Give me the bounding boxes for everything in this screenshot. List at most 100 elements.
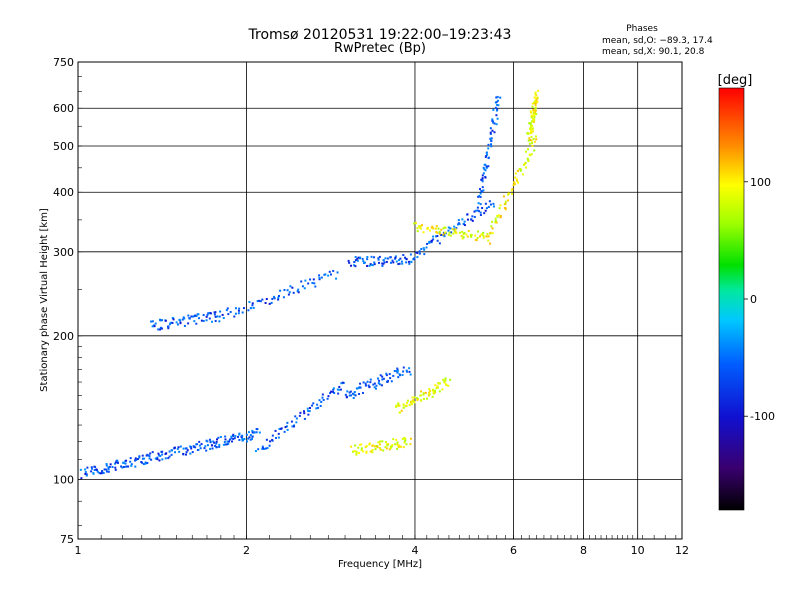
data-point xyxy=(228,440,231,443)
data-point xyxy=(348,261,351,264)
data-point xyxy=(448,231,451,234)
data-point xyxy=(125,459,128,462)
data-point xyxy=(368,264,371,267)
data-point xyxy=(85,473,88,476)
data-point xyxy=(174,451,177,454)
data-point xyxy=(533,140,536,143)
data-point xyxy=(479,235,482,238)
data-point xyxy=(413,257,416,260)
data-point xyxy=(85,474,88,477)
data-point xyxy=(373,386,376,389)
data-point xyxy=(270,301,273,304)
data-point xyxy=(190,447,193,450)
data-point xyxy=(531,120,534,123)
data-point xyxy=(80,477,83,480)
data-point xyxy=(265,298,268,301)
data-point xyxy=(189,446,192,449)
data-point xyxy=(425,397,428,400)
data-point xyxy=(242,307,245,310)
y-axis-label: Stationary phase Virtual Height [km] xyxy=(39,208,50,392)
data-point xyxy=(466,235,469,238)
data-point xyxy=(471,215,474,218)
data-point xyxy=(353,450,356,453)
data-point xyxy=(249,438,252,441)
data-point xyxy=(297,291,300,294)
data-point xyxy=(247,431,250,434)
data-point xyxy=(206,444,209,447)
data-point xyxy=(394,443,397,446)
data-point xyxy=(463,224,466,227)
data-point xyxy=(90,470,93,473)
data-point xyxy=(105,464,108,467)
data-point xyxy=(406,370,409,373)
data-point xyxy=(479,203,482,206)
data-point xyxy=(490,225,493,228)
data-point xyxy=(226,307,229,310)
data-point xyxy=(370,255,373,258)
data-point xyxy=(485,165,488,168)
data-point xyxy=(272,295,275,298)
data-point xyxy=(158,454,161,457)
data-point xyxy=(431,395,434,398)
data-point xyxy=(141,457,144,460)
data-point xyxy=(371,451,374,454)
data-point xyxy=(447,226,450,229)
data-point xyxy=(384,257,387,260)
data-point xyxy=(381,264,384,267)
data-point xyxy=(397,444,400,447)
data-point xyxy=(159,326,162,329)
data-point xyxy=(392,261,395,264)
data-point xyxy=(124,462,127,465)
data-point xyxy=(428,387,431,390)
data-point xyxy=(311,281,314,284)
data-point xyxy=(482,189,485,192)
data-point xyxy=(405,258,408,261)
data-point xyxy=(381,262,384,265)
data-point xyxy=(395,438,398,441)
data-point xyxy=(395,260,398,263)
phases-header: Phases xyxy=(626,24,658,34)
data-point xyxy=(462,233,465,236)
data-point xyxy=(161,453,164,456)
data-point xyxy=(324,273,327,276)
data-point xyxy=(451,228,454,231)
data-point xyxy=(390,380,393,383)
data-point xyxy=(316,403,319,406)
data-point xyxy=(489,242,492,245)
data-point xyxy=(157,328,160,331)
data-point xyxy=(441,388,444,391)
y-tick-label: 100 xyxy=(53,473,74,486)
data-point xyxy=(411,400,414,403)
data-point xyxy=(534,135,537,138)
data-point xyxy=(381,440,384,443)
data-point xyxy=(218,320,221,323)
data-point xyxy=(198,440,201,443)
data-point xyxy=(536,100,539,103)
data-point xyxy=(527,160,530,163)
data-point xyxy=(211,320,214,323)
data-point xyxy=(243,438,246,441)
data-point xyxy=(397,402,400,405)
data-point xyxy=(497,214,500,217)
data-point xyxy=(492,121,495,124)
data-point xyxy=(151,320,154,323)
data-point xyxy=(271,439,274,442)
data-point xyxy=(385,372,388,375)
data-point xyxy=(215,446,218,449)
data-point xyxy=(202,314,205,317)
data-point xyxy=(511,192,514,195)
data-point xyxy=(529,132,532,135)
data-point xyxy=(224,438,227,441)
data-point xyxy=(358,443,361,446)
data-point xyxy=(412,258,415,261)
data-point xyxy=(519,169,522,172)
data-point xyxy=(422,231,425,234)
data-point xyxy=(368,443,371,446)
data-point xyxy=(419,225,422,228)
data-point xyxy=(443,226,446,229)
data-point xyxy=(178,450,181,453)
data-point xyxy=(496,99,499,102)
data-point xyxy=(410,261,413,264)
data-point xyxy=(248,436,251,439)
data-point xyxy=(188,317,191,320)
